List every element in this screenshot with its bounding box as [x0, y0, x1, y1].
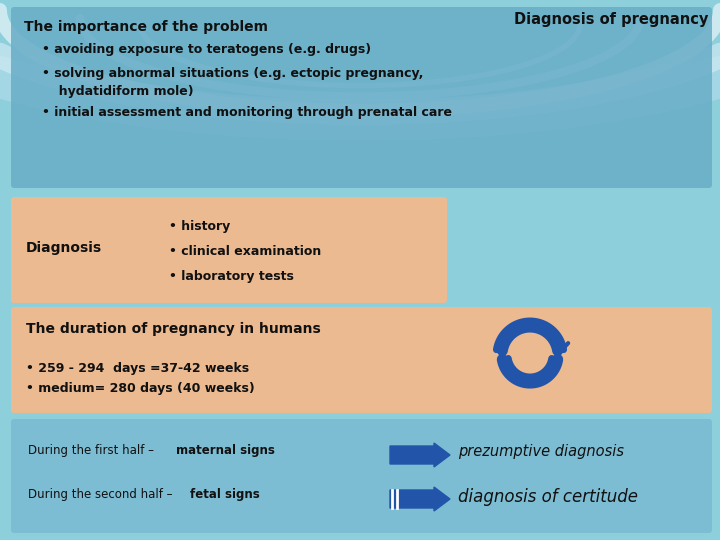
FancyBboxPatch shape: [11, 307, 712, 413]
Text: maternal signs: maternal signs: [176, 444, 275, 457]
FancyBboxPatch shape: [11, 419, 712, 533]
Text: During the second half –: During the second half –: [28, 488, 176, 501]
Text: During the first half –: During the first half –: [28, 444, 158, 457]
Text: The importance of the problem: The importance of the problem: [24, 20, 268, 34]
Text: • laboratory tests: • laboratory tests: [169, 270, 294, 283]
Text: hydatidiform mole): hydatidiform mole): [50, 85, 194, 98]
Text: • medium= 280 days (40 weeks): • medium= 280 days (40 weeks): [26, 382, 255, 395]
Text: fetal signs: fetal signs: [190, 488, 260, 501]
FancyBboxPatch shape: [11, 7, 712, 188]
FancyArrow shape: [390, 487, 450, 511]
Text: • avoiding exposure to teratogens (e.g. drugs): • avoiding exposure to teratogens (e.g. …: [42, 43, 371, 56]
Text: • initial assessment and monitoring through prenatal care: • initial assessment and monitoring thro…: [42, 106, 452, 119]
Text: Diagnosis: Diagnosis: [26, 241, 102, 255]
Text: Diagnosis of pregnancy: Diagnosis of pregnancy: [513, 12, 708, 27]
Text: The duration of pregnancy in humans: The duration of pregnancy in humans: [26, 322, 320, 336]
Text: • history: • history: [169, 220, 230, 233]
Text: • solving abnormal situations (e.g. ectopic pregnancy,: • solving abnormal situations (e.g. ecto…: [42, 67, 423, 80]
Text: prezumptive diagnosis: prezumptive diagnosis: [458, 444, 624, 459]
Text: • 259 - 294  days =37-42 weeks: • 259 - 294 days =37-42 weeks: [26, 362, 249, 375]
Text: • clinical examination: • clinical examination: [169, 245, 321, 258]
Text: diagnosis of certitude: diagnosis of certitude: [458, 488, 638, 506]
FancyArrow shape: [390, 443, 450, 467]
FancyBboxPatch shape: [11, 197, 447, 303]
